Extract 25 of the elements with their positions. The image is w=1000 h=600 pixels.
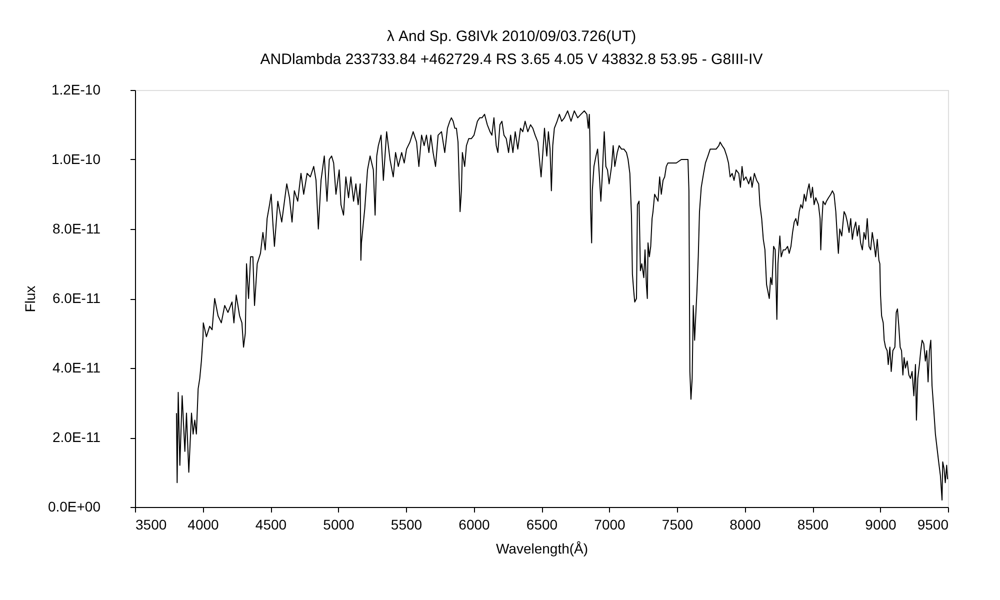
chart-title: λ And Sp. G8IVk 2010/09/03.726(UT) [386,28,636,45]
x-tick-label: 6000 [458,516,490,532]
chart-subtitle: ANDlambda 233733.84 +462729.4 RS 3.65 4.05 V 43832.8 53.95 - G8III-IV [260,51,763,68]
x-tick-label: 7000 [594,516,626,532]
x-tick-label: 5000 [323,516,355,532]
x-axis-title: Wavelength(Å) [496,540,588,556]
y-tick-label: 6.0E-11 [52,290,101,306]
x-tick-label: 7500 [662,516,694,532]
x-tick-label: 9000 [865,516,897,532]
x-tick-label: 8000 [730,516,762,532]
y-axis-title: Flux [22,286,38,312]
line-series [176,110,948,501]
x-tick-label: 3500 [136,516,167,532]
y-tick-label: 8.0E-11 [52,220,101,236]
x-tick-label: 6500 [526,516,558,532]
y-tick-label: 2.0E-11 [52,429,101,445]
y-tick-label: 1.0E-10 [51,151,101,167]
x-tick-label: 9500 [917,516,949,532]
x-tick-label: 4500 [255,516,287,532]
y-tick-label: 0.0E+00 [48,498,101,514]
x-tick-label: 8500 [797,516,829,532]
x-tick-label: 4000 [188,516,220,532]
x-tick-label: 5500 [390,516,422,532]
y-tick-label: 4.0E-11 [52,360,101,376]
y-tick-label: 1.2E-10 [51,82,101,98]
